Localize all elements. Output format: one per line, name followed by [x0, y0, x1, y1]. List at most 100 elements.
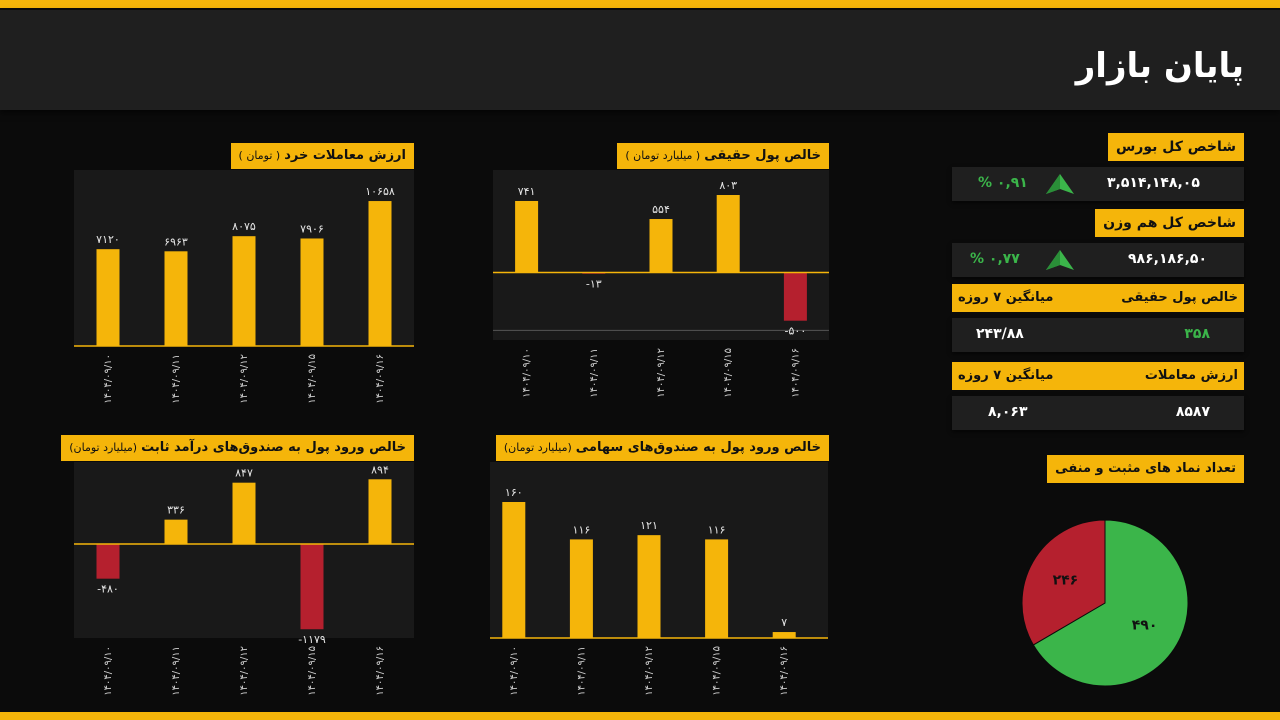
- x-tick-label-3: ۱۴۰۴/۰۹/۱۲: [239, 354, 250, 404]
- data-label-4: -۱۱۷۹: [298, 633, 326, 646]
- real-money-summary-title: خالص پول حقیقی میانگین ۷ روزه: [952, 284, 1244, 312]
- data-label-3: ۱۲۱: [640, 519, 658, 532]
- data-label-1: ۱۶۰: [505, 486, 523, 499]
- page-title: پایان بازار: [1075, 46, 1244, 86]
- total-index-change: % ۰,۹۱: [978, 175, 1028, 191]
- real-money-unit: ( میلیارد تومان ): [625, 149, 701, 162]
- data-label-1: ۷۱۲۰: [96, 233, 120, 246]
- equal-index-value: ۹۸۶,۱۸۶,۵۰: [1128, 251, 1207, 267]
- retail-trade-chart-title: ارزش معاملات خرد ( تومان ): [230, 143, 414, 169]
- x-tick-label-4: ۱۴۰۴/۰۹/۱۵: [307, 646, 318, 696]
- bar-1: [515, 200, 539, 273]
- bar-5: [368, 201, 392, 346]
- equal-index-title: شاخص کل هم وزن: [1095, 209, 1244, 237]
- trade-value-summary-row: ۸۵۸۷ ۸,۰۶۳: [952, 396, 1244, 430]
- pie-slice-2: [1021, 519, 1106, 646]
- bar-3: [637, 535, 661, 638]
- data-label-5: ۷: [781, 616, 787, 629]
- data-label-2: ۳۳۶: [167, 504, 185, 517]
- real-money-chart: ۷۴۱ ۱۴۰۴/۰۹/۱۰ -۱۳ ۱۴۰۴/۰۹/۱۱ ۵۵۴ ۱۴۰۴/۰۹/۱۲ ۸…: [493, 179, 829, 398]
- bar-4: [300, 543, 324, 630]
- data-label-3: ۸۴۷: [235, 467, 253, 480]
- fixed-income-chart-title: خالص ورود پول به صندوق‌های درآمد ثابت (م…: [61, 435, 414, 461]
- retail-trade-title-text: ارزش معاملات خرد: [284, 148, 406, 163]
- bar-3: [232, 482, 256, 544]
- real-money-summary-value: ۳۵۸: [1184, 326, 1210, 342]
- x-tick-label-3: ۱۴۰۴/۰۹/۱۲: [239, 646, 250, 696]
- x-tick-label-4: ۱۴۰۴/۰۹/۱۵: [712, 646, 723, 696]
- real-money-chart-title: خالص پول حقیقی ( میلیارد تومان ): [617, 143, 829, 169]
- real-money-summary-label: خالص پول حقیقی: [1121, 290, 1238, 305]
- x-tick-label-1: ۱۴۰۴/۰۹/۱۰: [103, 646, 114, 696]
- bar-3: [232, 236, 256, 346]
- retail-trade-unit: ( تومان ): [238, 149, 281, 162]
- trade-value-summary-value: ۸۵۸۷: [1175, 404, 1210, 420]
- positive-negative-pie-chart: ۴۹۰ ۲۴۶: [1021, 519, 1189, 687]
- pie-label-2: ۲۴۶: [1053, 572, 1079, 588]
- bar-2: [569, 539, 593, 638]
- x-tick-label-2: ۱۴۰۴/۰۹/۱۱: [589, 348, 600, 398]
- trade-value-avg-value: ۸,۰۶۳: [988, 404, 1028, 420]
- bar-1: [96, 249, 120, 346]
- data-label-5: -۵۰۰: [785, 325, 807, 338]
- bar-3: [649, 219, 673, 273]
- trade-value-avg-label: میانگین ۷ روزه: [958, 368, 1054, 383]
- bottom-accent-stripe: [0, 712, 1280, 720]
- up-arrow-icon: [1046, 174, 1074, 194]
- fixed-income-unit: (میلیارد تومان): [69, 441, 138, 454]
- data-label-5: ۱۰۶۵۸: [365, 185, 395, 198]
- fixed-income-title-text: خالص ورود پول به صندوق‌های درآمد ثابت: [141, 440, 406, 455]
- real-money-avg-value: ۲۴۳/۸۸: [976, 326, 1024, 342]
- data-label-4: ۸۰۳: [719, 179, 737, 192]
- x-tick-label-1: ۱۴۰۴/۰۹/۱۰: [522, 348, 533, 398]
- pie-label-1: ۴۹۰: [1132, 618, 1158, 634]
- data-label-4: ۷۹۰۶: [300, 222, 324, 235]
- equal-index-row: ۹۸۶,۱۸۶,۵۰ % ۰,۷۷: [952, 243, 1244, 277]
- x-tick-label-5: ۱۴۰۴/۰۹/۱۶: [375, 354, 386, 404]
- equal-index-change: % ۰,۷۷: [970, 251, 1020, 267]
- bar-5: [368, 479, 392, 544]
- bar-2: [164, 251, 188, 346]
- x-tick-label-1: ۱۴۰۴/۰۹/۱۰: [103, 354, 114, 404]
- bar-5: [772, 632, 796, 638]
- up-arrow-icon: [1046, 250, 1074, 270]
- trade-value-summary-label: ارزش معاملات: [1144, 368, 1238, 383]
- bar-4: [716, 195, 740, 273]
- equity-funds-chart: ۱۶۰ ۱۴۰۴/۰۹/۱۰ ۱۱۶ ۱۴۰۴/۰۹/۱۱ ۱۲۱ ۱۴۰۴/۰۹/۱۲ ۱…: [490, 486, 828, 696]
- x-tick-label-5: ۱۴۰۴/۰۹/۱۶: [375, 646, 386, 696]
- bar-1: [502, 502, 526, 638]
- fixed-income-chart: -۴۸۰ ۱۴۰۴/۰۹/۱۰ ۳۳۶ ۱۴۰۴/۰۹/۱۱ ۸۴۷ ۱۴۰۴/۰۹/۱۲…: [74, 463, 414, 696]
- pie-slice-1: [1032, 519, 1189, 687]
- x-tick-label-2: ۱۴۰۴/۰۹/۱۱: [171, 354, 182, 404]
- x-tick-label-5: ۱۴۰۴/۰۹/۱۶: [790, 348, 801, 398]
- x-tick-label-2: ۱۴۰۴/۰۹/۱۱: [171, 646, 182, 696]
- data-label-3: ۵۵۴: [652, 203, 670, 216]
- data-label-2: ۶۹۶۳: [164, 235, 188, 248]
- data-label-4: ۱۱۶: [708, 523, 726, 536]
- data-label-1: ۷۴۱: [518, 185, 536, 198]
- equity-funds-chart-title: خالص ورود پول به صندوق‌های سهامی (میلیار…: [495, 435, 829, 461]
- total-index-value: ۳,۵۱۴,۱۴۸,۰۵: [1107, 175, 1200, 191]
- equity-funds-title-text: خالص ورود پول به صندوق‌های سهامی: [575, 440, 821, 455]
- x-tick-label-3: ۱۴۰۴/۰۹/۱۲: [644, 646, 655, 696]
- bar-5: [783, 272, 807, 321]
- total-index-row: ۳,۵۱۴,۱۴۸,۰۵ % ۰,۹۱: [952, 167, 1244, 201]
- x-tick-label-3: ۱۴۰۴/۰۹/۱۲: [656, 348, 667, 398]
- bar-4: [705, 539, 729, 638]
- bar-1: [96, 543, 120, 579]
- top-accent-stripe: [0, 0, 1280, 8]
- equity-funds-unit: (میلیارد تومان): [503, 441, 572, 454]
- data-label-3: ۸۰۷۵: [232, 220, 256, 233]
- data-label-5: ۸۹۴: [371, 463, 389, 476]
- real-money-summary-row: ۳۵۸ ۲۴۳/۸۸: [952, 318, 1244, 352]
- bar-4: [300, 238, 324, 346]
- bar-2: [164, 519, 188, 544]
- x-tick-label-1: ۱۴۰۴/۰۹/۱۰: [509, 646, 520, 696]
- x-tick-label-4: ۱۴۰۴/۰۹/۱۵: [307, 354, 318, 404]
- x-tick-label-5: ۱۴۰۴/۰۹/۱۶: [779, 646, 790, 696]
- x-tick-label-4: ۱۴۰۴/۰۹/۱۵: [723, 348, 734, 398]
- data-label-1: -۴۸۰: [97, 583, 119, 596]
- data-label-2: ۱۱۶: [573, 523, 591, 536]
- x-tick-label-2: ۱۴۰۴/۰۹/۱۱: [576, 646, 587, 696]
- trade-value-summary-title: ارزش معاملات میانگین ۷ روزه: [952, 362, 1244, 390]
